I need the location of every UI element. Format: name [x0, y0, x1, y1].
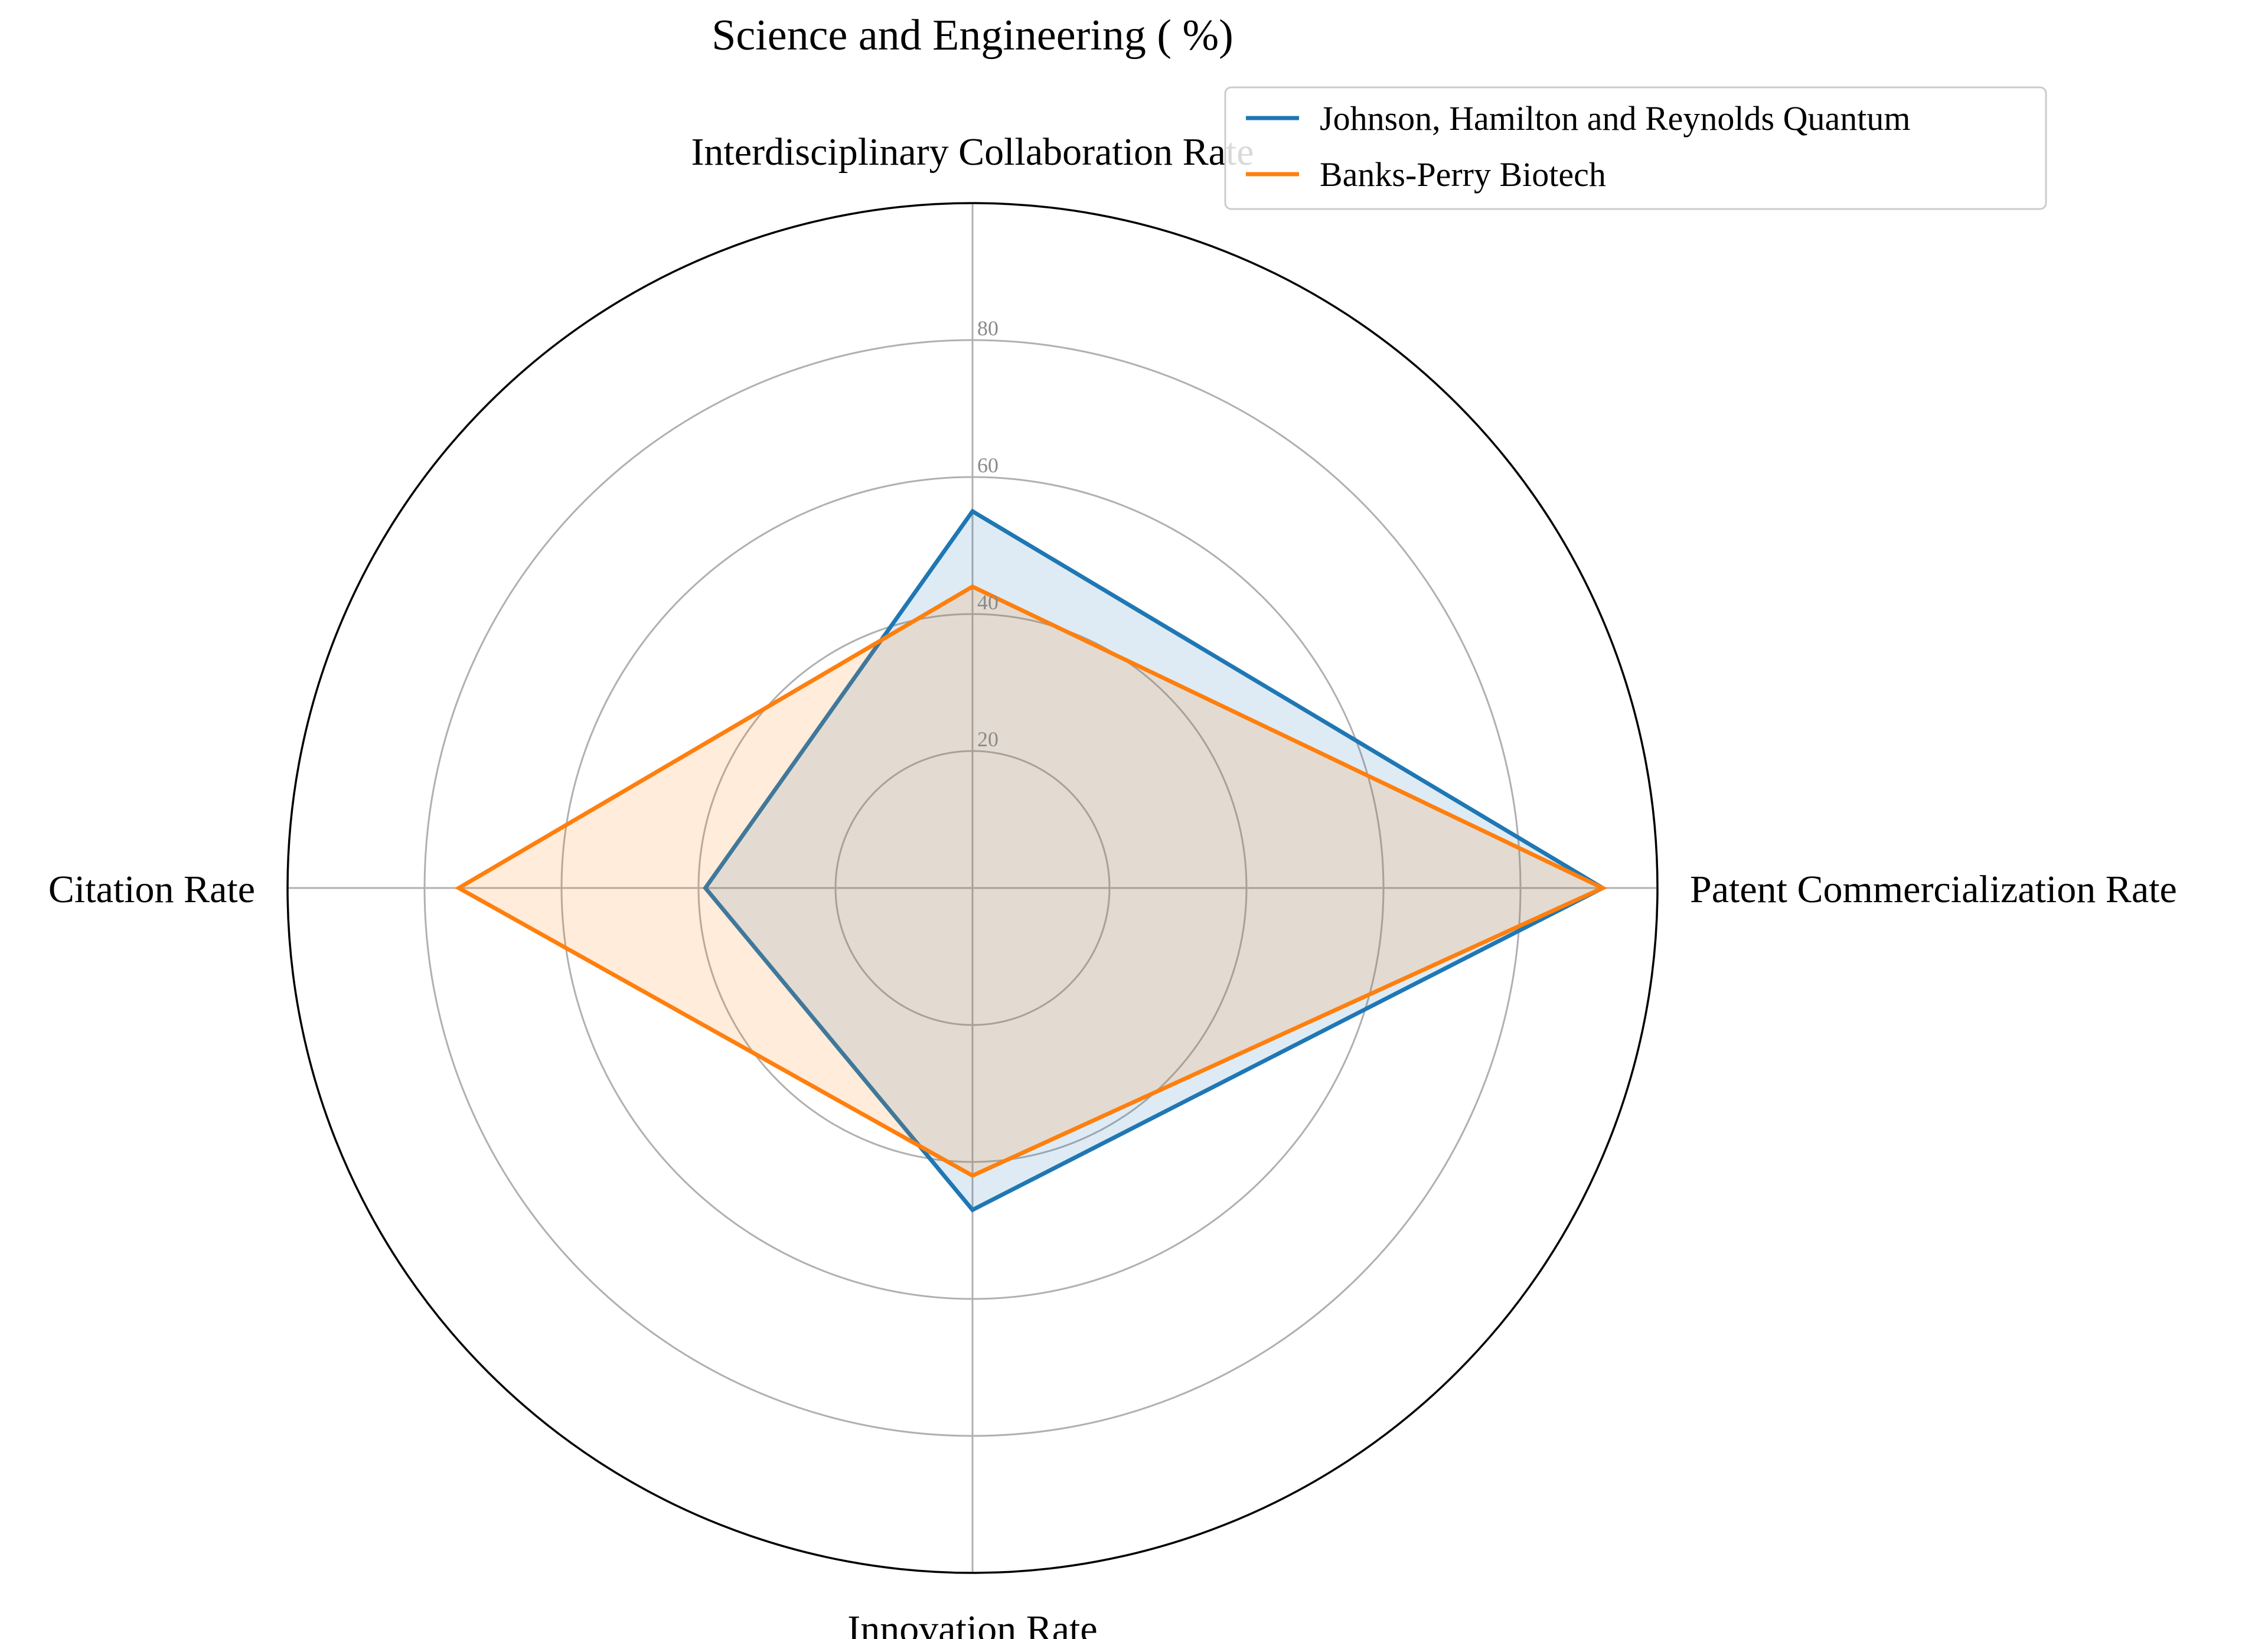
legend-label-1: Johnson, Hamilton and Reynolds Quantum — [1320, 99, 1910, 138]
axis-label-3: Innovation Rate — [847, 1608, 1097, 1639]
radar-series — [454, 508, 1608, 1213]
legend-label-2: Banks-Perry Biotech — [1320, 155, 1606, 194]
series-2-area — [459, 586, 1603, 1176]
r-tick-label-40: 40 — [977, 590, 998, 614]
series-1-area — [705, 511, 1603, 1210]
chart-title: Science and Engineering ( %) — [712, 11, 1233, 60]
r-tick-label-20: 20 — [977, 727, 998, 751]
radar-grid — [286, 202, 1659, 1574]
legend-frame — [1224, 86, 2047, 210]
chart-legend: Johnson, Hamilton and Reynolds Quantum Ba… — [1224, 86, 2047, 210]
r-tick-label-60: 60 — [977, 453, 998, 477]
radar-tick-labels: 20 40 60 80 — [977, 316, 998, 751]
r-tick-label-80: 80 — [977, 316, 998, 340]
outer-frame-ring — [286, 202, 1659, 1574]
axis-label-1: Interdisciplinary Collaboration Rate — [691, 130, 1254, 174]
axis-label-2: Patent Commercialization Rate — [1690, 868, 2177, 911]
axis-label-4: Citation Rate — [48, 868, 255, 911]
radar-axis-labels: Interdisciplinary Collaboration Rate Pate… — [48, 130, 2177, 1639]
